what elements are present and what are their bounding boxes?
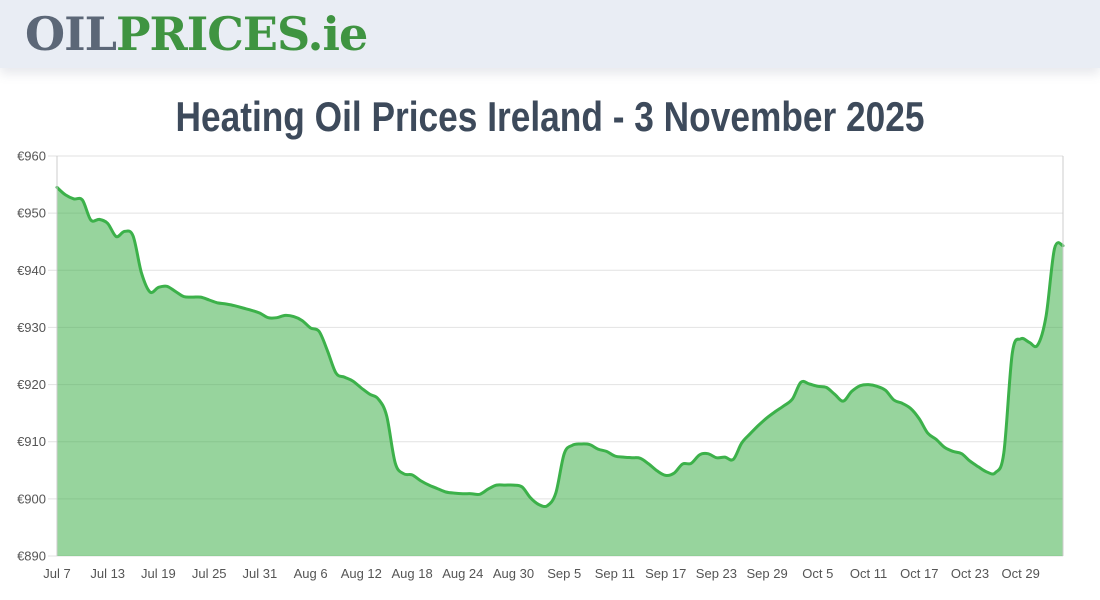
x-axis-tick-label: Oct 17 [900, 566, 938, 581]
x-axis-tick-label: Oct 23 [951, 566, 989, 581]
x-axis-tick-label: Aug 30 [493, 566, 534, 581]
x-axis-tick-label: Sep 11 [595, 566, 635, 581]
x-axis-tick-label: Jul 31 [243, 566, 278, 581]
x-axis-labels: Jul 7 Jul 13 Jul 19 Jul 25 Jul 31 Aug 6 Aug 12… [43, 566, 1040, 581]
price-area-fill [57, 187, 1063, 556]
y-axis-tick-label: €910 [17, 434, 46, 449]
price-line [55, 185, 1065, 509]
logo-text-oil: OIL [25, 7, 117, 61]
x-axis-tick-label: Jul 25 [192, 566, 227, 581]
x-axis-tick-label: Sep 29 [746, 566, 787, 581]
y-axis-tick-label: €940 [17, 263, 46, 278]
y-axis-tick-label: €930 [17, 320, 46, 335]
site-header: OILPRICES.ie [0, 0, 1100, 68]
heating-oil-price-chart: €890 €900 €910 €920 €930 €940 €950 €960 Jul 7 Jul… [0, 142, 1100, 592]
x-axis-tick-label: Jul 19 [141, 566, 176, 581]
x-axis-tick-label: Sep 17 [645, 566, 686, 581]
site-logo[interactable]: OILPRICES.ie [25, 11, 368, 57]
x-axis-tick-label: Oct 5 [802, 566, 833, 581]
y-axis-tick-label: €960 [17, 149, 46, 164]
x-axis-tick-label: Sep 5 [547, 566, 581, 581]
x-axis-tick-label: Aug 12 [341, 566, 382, 581]
x-axis-tick-label: Aug 6 [294, 566, 328, 581]
x-axis-tick-label: Jul 7 [43, 566, 70, 581]
x-axis-tick-label: Jul 13 [90, 566, 125, 581]
x-axis-tick-label: Aug 18 [391, 566, 432, 581]
logo-text-tld: .ie [307, 7, 369, 61]
x-axis-tick-label: Oct 11 [850, 566, 887, 581]
y-axis-tick-label: €900 [17, 491, 46, 506]
main-content: Heating Oil Prices Ireland - 3 November … [0, 94, 1100, 592]
x-axis-tick-label: Oct 29 [1002, 566, 1040, 581]
x-axis-tick-label: Aug 24 [442, 566, 483, 581]
page-title: Heating Oil Prices Ireland - 3 November … [175, 93, 925, 140]
logo-text-prices: PRICES [115, 7, 309, 61]
x-axis-tick-label: Sep 23 [696, 566, 737, 581]
y-axis-tick-label: €920 [17, 377, 46, 392]
y-axis-tick-label: €950 [17, 206, 46, 221]
y-axis-tick-label: €890 [17, 549, 46, 564]
